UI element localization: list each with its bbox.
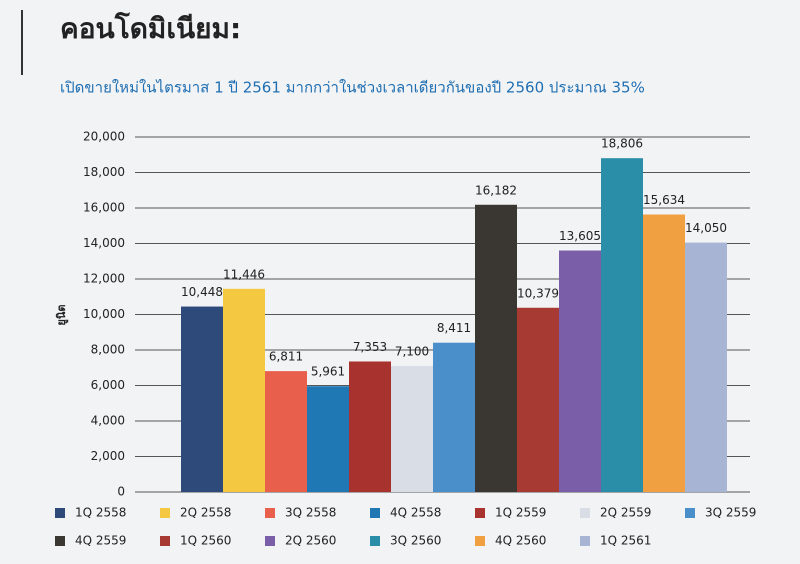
- legend-label: 2Q 2558: [180, 506, 231, 520]
- bar: [391, 365, 433, 492]
- bar: [265, 371, 307, 492]
- legend-swatch: [370, 536, 380, 546]
- value-label: 8,411: [437, 321, 471, 335]
- legend-swatch: [580, 536, 590, 546]
- legend-swatch: [160, 536, 170, 546]
- legend-swatch: [475, 536, 485, 546]
- legend-label: 1Q 2560: [180, 534, 231, 548]
- legend-swatch: [580, 508, 590, 518]
- chart-title: คอนโดมิเนียม:: [60, 11, 241, 45]
- chart-subtitle: เปิดขายใหม่ในไตรมาส 1 ปี 2561 มากกว่าในช…: [60, 79, 645, 97]
- legend-swatch: [685, 508, 695, 518]
- legend-swatch: [265, 508, 275, 518]
- value-label: 10,448: [181, 285, 223, 299]
- value-label: 18,806: [601, 137, 643, 151]
- y-tick-label: 10,000: [83, 307, 125, 321]
- bar: [643, 214, 685, 492]
- value-label: 5,961: [311, 365, 345, 379]
- value-label: 7,353: [353, 340, 387, 354]
- y-tick-label: 12,000: [83, 272, 125, 286]
- legend-label: 4Q 2559: [75, 534, 126, 548]
- y-tick-label: 18,000: [83, 165, 125, 179]
- value-label: 6,811: [269, 350, 303, 364]
- y-tick-label: 0: [117, 485, 125, 499]
- legend-label: 4Q 2558: [390, 506, 441, 520]
- value-label: 14,050: [685, 221, 727, 235]
- bar: [517, 307, 559, 492]
- legend-swatch: [55, 536, 65, 546]
- legend-label: 3Q 2560: [390, 534, 441, 548]
- legend-label: 1Q 2559: [495, 506, 546, 520]
- legend-swatch: [370, 508, 380, 518]
- y-tick-label: 16,000: [83, 201, 125, 215]
- value-label: 15,634: [643, 193, 685, 207]
- legend-label: 3Q 2558: [285, 506, 336, 520]
- bar: [685, 242, 727, 492]
- bar: [349, 361, 391, 492]
- bar: [223, 288, 265, 492]
- bar: [181, 306, 223, 492]
- legend-label: 4Q 2560: [495, 534, 546, 548]
- y-tick-label: 4,000: [91, 414, 125, 428]
- bar: [433, 342, 475, 492]
- bar: [307, 386, 349, 492]
- y-tick-label: 8,000: [91, 343, 125, 357]
- legend-label: 1Q 2561: [600, 534, 651, 548]
- value-label: 11,446: [223, 267, 265, 281]
- legend-label: 2Q 2560: [285, 534, 336, 548]
- bar: [475, 204, 517, 492]
- y-tick-label: 14,000: [83, 236, 125, 250]
- y-tick-label: 20,000: [83, 130, 125, 144]
- y-tick-label: 6,000: [91, 378, 125, 392]
- legend-swatch: [160, 508, 170, 518]
- bar: [559, 250, 601, 492]
- value-label: 7,100: [395, 344, 429, 358]
- legend-label: 3Q 2559: [705, 506, 756, 520]
- legend-swatch: [475, 508, 485, 518]
- legend-label: 1Q 2558: [75, 506, 126, 520]
- value-label: 13,605: [559, 229, 601, 243]
- y-tick-label: 2,000: [91, 449, 125, 463]
- legend-swatch: [55, 508, 65, 518]
- legend-label: 2Q 2559: [600, 506, 651, 520]
- bar: [601, 158, 643, 493]
- y-axis-label: ยูนิต: [55, 304, 69, 325]
- legend-swatch: [265, 536, 275, 546]
- value-label: 16,182: [475, 183, 517, 197]
- value-label: 10,379: [517, 286, 559, 300]
